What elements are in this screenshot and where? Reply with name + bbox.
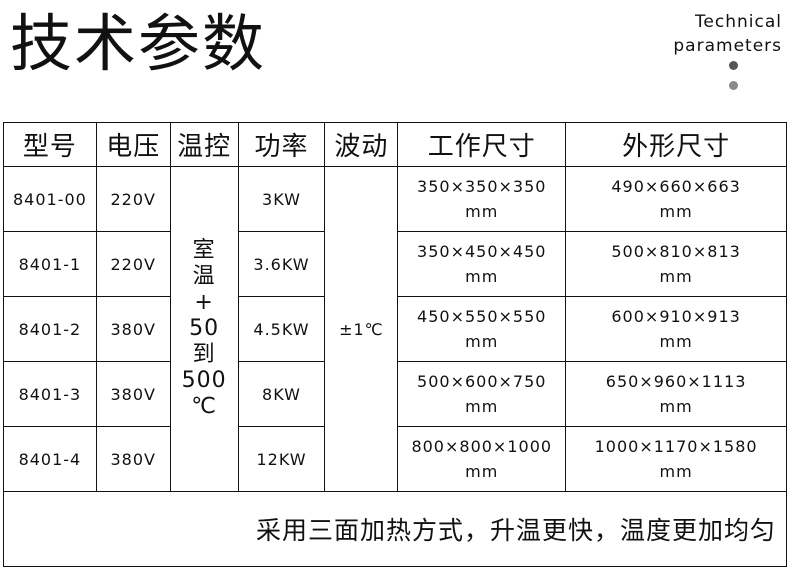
- model-cell: 8401-1: [3, 231, 97, 297]
- size-value: 650×960×1113: [605, 372, 747, 391]
- voltage-cell: 380V: [95, 426, 171, 492]
- header-cell: 波动: [324, 122, 399, 167]
- unit: mm: [659, 332, 693, 351]
- header-cell: 工作尺寸: [397, 122, 567, 167]
- footer-row: 采用三面加热方式，升温更快，温度更加均匀: [3, 491, 787, 567]
- unit: mm: [465, 267, 499, 286]
- model-cell: 8401-2: [3, 296, 97, 362]
- size-value: 490×660×663: [611, 177, 741, 196]
- unit: mm: [465, 202, 499, 221]
- size-value: 500×600×750: [417, 372, 547, 391]
- temp-text: 50: [189, 316, 220, 341]
- temp-text: +: [194, 290, 214, 315]
- parameters-table: 型号 电压 温控 功率 波动 工作尺寸 外形尺寸 8401-00 220V 室 …: [3, 122, 787, 567]
- work-size-cell: 800×800×1000 mm: [397, 426, 567, 492]
- work-size-cell: 350×350×350 mm: [397, 166, 567, 232]
- size-value: 800×800×1000: [411, 437, 553, 456]
- header-cell: 外形尺寸: [565, 122, 787, 167]
- subtitle-line1: Technical: [694, 12, 782, 32]
- header-row: 型号 电压 温控 功率 波动 工作尺寸 外形尺寸: [3, 122, 787, 167]
- outer-size-cell: 500×810×813 mm: [565, 231, 787, 297]
- size-value: 450×550×550: [417, 307, 547, 326]
- table-row: 8401-3 380V 8KW 500×600×750 mm 650×960×11…: [3, 361, 787, 427]
- footer-note: 采用三面加热方式，升温更快，温度更加均匀: [3, 491, 787, 567]
- unit: mm: [659, 462, 693, 481]
- temp-text: 到: [192, 342, 216, 367]
- size-value: 600×910×913: [611, 307, 741, 326]
- power-cell: 3KW: [237, 166, 326, 232]
- dot-icon: [729, 61, 738, 70]
- size-value: 500×810×813: [611, 242, 741, 261]
- outer-size-cell: 490×660×663 mm: [565, 166, 787, 232]
- outer-size-cell: 600×910×913 mm: [565, 296, 787, 362]
- unit: mm: [465, 462, 499, 481]
- unit: mm: [659, 267, 693, 286]
- table-row: 8401-2 380V 4.5KW 450×550×550 mm 600×910×…: [3, 296, 787, 362]
- outer-size-cell: 650×960×1113 mm: [565, 361, 787, 427]
- subtitle-line2: parameters: [673, 36, 782, 56]
- size-value: 350×350×350: [417, 177, 547, 196]
- table-row: 8401-00 220V 室 温 + 50 到 500 ℃ 3KW ±1℃ 35…: [3, 166, 787, 492]
- dot-icon: [729, 81, 738, 90]
- subtitle: Technical parameters: [673, 10, 782, 58]
- temp-text: ℃: [191, 394, 217, 419]
- outer-size-cell: 1000×1170×1580 mm: [565, 426, 787, 492]
- voltage-cell: 220V: [95, 231, 171, 297]
- power-cell: 4.5KW: [237, 296, 326, 362]
- table-row: 8401-1 220V 3.6KW 350×450×450 mm 500×810×…: [3, 231, 787, 297]
- voltage-cell: 380V: [95, 296, 171, 362]
- header-cell: 功率: [237, 122, 326, 167]
- page-title: 技术参数: [10, 7, 267, 80]
- size-value: 350×450×450: [417, 242, 547, 261]
- voltage-cell: 220V: [95, 166, 171, 232]
- header-cell: 温控: [169, 122, 239, 167]
- header-cell: 电压: [95, 122, 171, 167]
- unit: mm: [465, 397, 499, 416]
- temp-text: 温: [192, 264, 216, 289]
- unit: mm: [659, 202, 693, 221]
- temp-text: 室: [192, 238, 216, 263]
- work-size-cell: 500×600×750 mm: [397, 361, 567, 427]
- voltage-cell: 380V: [95, 361, 171, 427]
- temp-text: 500: [181, 368, 227, 393]
- unit: mm: [659, 397, 693, 416]
- power-cell: 8KW: [237, 361, 326, 427]
- unit: mm: [465, 332, 499, 351]
- power-cell: 3.6KW: [237, 231, 326, 297]
- table-row: 8401-4 380V 12KW 800×800×1000 mm 1000×117…: [3, 426, 787, 492]
- header-cell: 型号: [3, 122, 97, 167]
- fluctuation-cell: ±1℃: [324, 166, 399, 492]
- model-cell: 8401-3: [3, 361, 97, 427]
- work-size-cell: 450×550×550 mm: [397, 296, 567, 362]
- size-value: 1000×1170×1580: [594, 437, 758, 456]
- model-cell: 8401-00: [3, 166, 97, 232]
- work-size-cell: 350×450×450 mm: [397, 231, 567, 297]
- temp-control-cell: 室 温 + 50 到 500 ℃: [169, 166, 239, 492]
- model-cell: 8401-4: [3, 426, 97, 492]
- power-cell: 12KW: [237, 426, 326, 492]
